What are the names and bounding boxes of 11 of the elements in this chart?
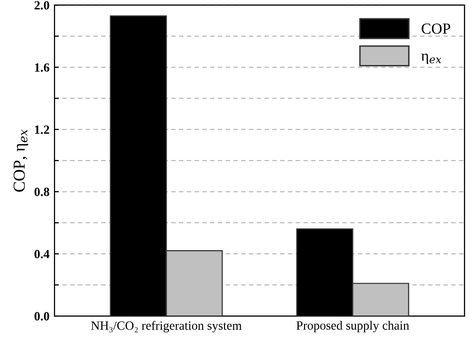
x-tick-label: NH₃/CO₂ refrigeration system xyxy=(91,320,242,332)
legend-label: η$_{ex}$ xyxy=(421,54,442,64)
y-tick-label: 0.0 xyxy=(34,312,50,321)
legend-label: COP xyxy=(422,24,450,34)
y-tick-label: 0.4 xyxy=(34,250,50,258)
y-tick-label: 1.2 xyxy=(35,126,50,134)
y-tick-label: 1.6 xyxy=(35,63,50,72)
y-axis-title: COP, η$_{ex}$ xyxy=(14,129,28,192)
x-tick-label: Proposed supply chain xyxy=(296,320,410,332)
y-tick-label: 2.0 xyxy=(34,1,50,10)
y-tick-label: 0.8 xyxy=(34,188,50,196)
